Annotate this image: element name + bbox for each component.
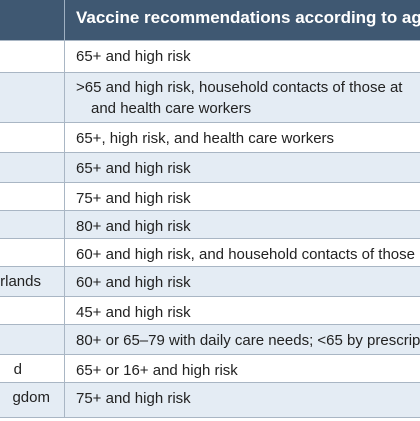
recommendation-line: 65+ and high risk (76, 160, 191, 177)
recommendation-cell: 65+, high risk, and health care workers (76, 128, 420, 149)
recommendation-cell: 65+ and high risk (76, 158, 420, 179)
country-cell (0, 325, 65, 355)
country-cell: rlands (0, 267, 65, 297)
recommendation-line: 75+ and high risk (76, 190, 191, 207)
table-row: 75+ and high risk (0, 182, 420, 211)
country-cell (0, 153, 65, 183)
recommendation-cell: 80+ or 65–79 with daily care needs; <65 … (76, 330, 420, 351)
table-row: 60+ and high risk, and household contact… (0, 238, 420, 267)
recommendation-cell: 65+ and high risk (76, 46, 420, 67)
country-cell (0, 41, 65, 73)
country-cell (0, 183, 65, 211)
recommendation-line: 80+ and high risk (76, 218, 191, 235)
recommendation-line: 80+ or 65–79 with daily care needs; <65 … (76, 332, 420, 349)
table-row: gdom 75+ and high risk (0, 382, 420, 418)
recommendation-cell: 80+ and high risk (76, 216, 420, 237)
country-cell (0, 297, 65, 325)
recommendation-line: 65+ and high risk (76, 48, 191, 65)
recommendation-cell: >65 and high risk, household contacts of… (76, 77, 420, 119)
recommendation-cell: 60+ and high risk (76, 272, 420, 293)
recommendation-line: 65+, high risk, and health care workers (76, 130, 335, 147)
country-label: d (13, 361, 22, 378)
table-row: >65 and high risk, household contacts of… (0, 72, 420, 123)
table-header: Vaccine recommendations according to age (0, 0, 420, 40)
country-cell (0, 211, 65, 239)
country-cell (0, 73, 65, 123)
recommendation-line: 45+ and high risk (76, 304, 191, 321)
table-row: 65+ and high risk (0, 40, 420, 73)
recommendation-line: 75+ and high risk (76, 390, 191, 407)
table-bottom-border (0, 417, 420, 421)
table-row: 80+ or 65–79 with daily care needs; <65 … (0, 324, 420, 355)
country-cell: d (0, 355, 65, 383)
table-row: 45+ and high risk (0, 296, 420, 325)
country-cell (0, 239, 65, 267)
recommendation-cell: 75+ and high risk (76, 388, 420, 409)
country-label: gdom (12, 389, 50, 406)
table-row: rlands 60+ and high risk (0, 266, 420, 297)
recommendation-cell: 45+ and high risk (76, 302, 420, 323)
country-cell (0, 123, 65, 153)
country-cell: gdom (0, 383, 65, 418)
recommendation-line: 60+ and high risk, and household contact… (76, 246, 415, 263)
recommendation-line: and health care workers (91, 100, 252, 117)
table-row: 65+ and high risk (0, 152, 420, 183)
table-row: 65+, high risk, and health care workers (0, 122, 420, 153)
recommendation-line: 60+ and high risk (76, 274, 191, 291)
recommendation-line: 65+ or 16+ and high risk (76, 362, 238, 379)
header-country-cell (0, 0, 65, 40)
recommendation-cell: 60+ and high risk, and household contact… (76, 244, 420, 265)
recommendation-cell: 65+ or 16+ and high risk (76, 360, 420, 381)
recommendation-line: >65 and high risk, household contacts of… (76, 79, 403, 96)
country-label: rlands (0, 273, 41, 290)
table-row: d 65+ or 16+ and high risk (0, 354, 420, 383)
table-row: 80+ and high risk (0, 210, 420, 239)
header-recommendation-label: Vaccine recommendations according to age (76, 8, 420, 27)
recommendation-cell: 75+ and high risk (76, 188, 420, 209)
